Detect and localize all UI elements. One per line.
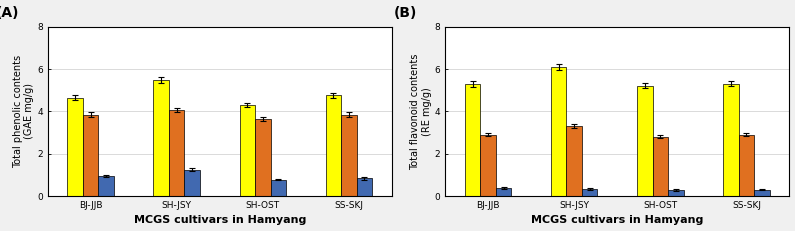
Bar [68,97,83,196]
Bar [723,84,739,196]
Bar [99,176,114,196]
Bar [668,190,684,196]
Bar [270,179,286,196]
Bar [184,170,200,196]
Y-axis label: Total phenolic contents
(GAE mg/g): Total phenolic contents (GAE mg/g) [13,55,34,168]
Bar [153,80,169,196]
Bar [465,84,480,196]
Bar [169,110,184,196]
Bar [341,115,357,196]
Bar [83,115,99,196]
Bar [653,137,668,196]
Bar [551,67,567,196]
Bar [754,190,770,196]
Bar [480,135,496,196]
Bar [582,189,598,196]
Bar [255,119,270,196]
Bar [326,95,341,196]
Bar [567,126,582,196]
Bar [357,179,372,196]
Bar [239,105,255,196]
Text: (B): (B) [394,6,417,20]
Bar [637,86,653,196]
Bar [739,135,754,196]
Y-axis label: Total flavonoid contents
(RE mg/g): Total flavonoid contents (RE mg/g) [410,53,432,170]
X-axis label: MCGS cultivars in Hamyang: MCGS cultivars in Hamyang [531,216,704,225]
Text: (A): (A) [0,6,19,20]
Bar [496,188,511,196]
X-axis label: MCGS cultivars in Hamyang: MCGS cultivars in Hamyang [134,216,306,225]
